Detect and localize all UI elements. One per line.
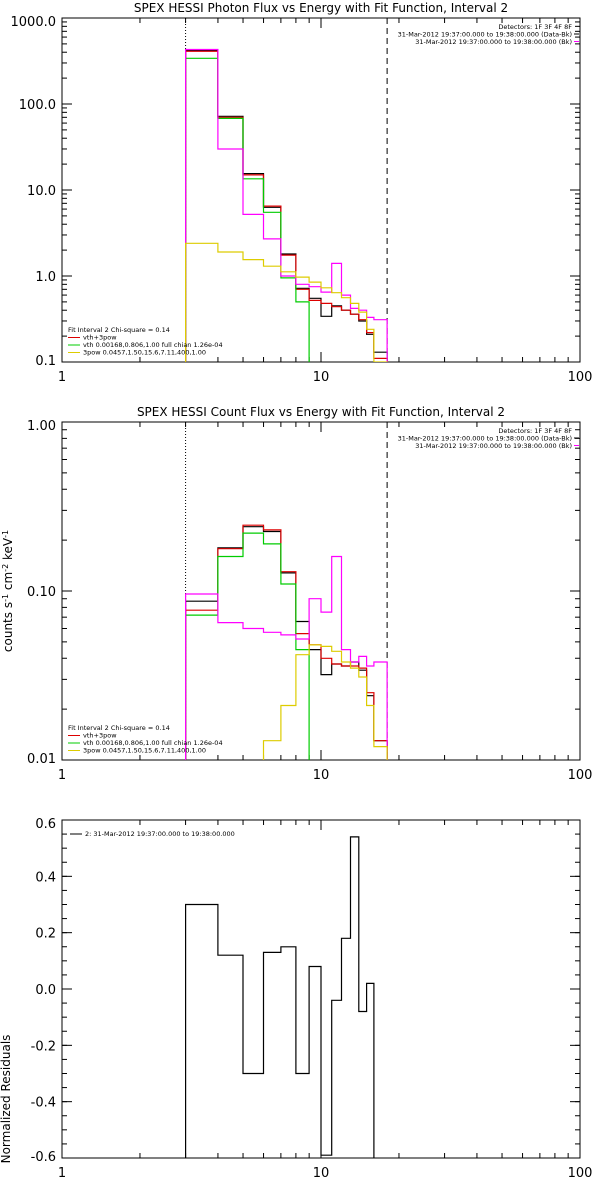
y-tick-label: 0.01 xyxy=(27,752,56,767)
legend-bottom-line: Fit Interval 2 Chi-square = 0.14 xyxy=(68,326,170,334)
chart-title: SPEX HESSI Count Flux vs Energy with Fit… xyxy=(137,405,505,419)
y-tick-label: -0.2 xyxy=(31,1039,56,1054)
x-tick-label: 1 xyxy=(58,768,66,783)
legend-bottom-line: 3pow 0.0457,1.50,15.6,7.11,400,1.00 xyxy=(83,747,206,755)
y-tick-label: 0.1 xyxy=(35,354,56,369)
y-axis-label: counts s-1 cm-2 keV-1 xyxy=(1,530,16,652)
chart-title: SPEX HESSI Photon Flux vs Energy with Fi… xyxy=(134,1,508,15)
y-tick-label: 10.0 xyxy=(27,184,56,199)
y-tick-label: 1.0 xyxy=(35,270,56,285)
legend-bottom-line: Fit Interval 2 Chi-square = 0.14 xyxy=(68,724,170,732)
legend-residual-line: 2: 31-Mar-2012 19:37:00.000 to 19:38:00.… xyxy=(85,830,235,838)
legend-bottom-line: vth+3pow xyxy=(83,732,117,740)
legend-bottom-line: vth+3pow xyxy=(83,334,117,342)
legend-bottom-line: vth 0.00168,0.806,1.00 full chian 1.26e-… xyxy=(83,739,223,747)
plot-frame xyxy=(61,421,581,761)
x-tick-label: 100 xyxy=(568,370,593,385)
legend-top-line: Detectors: 1F 3F 4F 8F xyxy=(498,23,572,31)
y-tick-label: 0.0 xyxy=(35,983,56,998)
panel-3: 1 10 100 -0.6 -0.4 -0.2 0.0 0.2 0.4 0.6 Normalized… xyxy=(0,817,592,1181)
series-2-line xyxy=(185,50,388,362)
x-tick-label: 1 xyxy=(58,1166,66,1181)
y-tick-label: 0.4 xyxy=(35,870,56,885)
y-tick-label: 0.6 xyxy=(35,817,56,832)
panel-2: SPEX HESSI Count Flux vs Energy with Fit… xyxy=(1,405,593,783)
series-1-line xyxy=(185,526,388,760)
legend-top-line: 31-Mar-2012 19:37:00.000 to 19:38:00.000… xyxy=(398,31,572,39)
x-tick-label: 100 xyxy=(568,768,593,783)
legend-top-line: 31-Mar-2012 19:37:00.000 to 19:38:00.000… xyxy=(415,442,572,450)
legend-top-line: Detectors: 1F 3F 4F 8F xyxy=(498,427,572,435)
y-tick-label: 1000.0 xyxy=(11,15,57,30)
series-1-line xyxy=(185,836,375,1158)
series-3-line xyxy=(185,57,310,362)
x-tick-label: 10 xyxy=(313,370,330,385)
y-axis-label: Normalized Residuals xyxy=(0,1035,13,1164)
y-tick-label: -0.4 xyxy=(31,1096,56,1111)
y-tick-label: 100.0 xyxy=(19,98,56,113)
series-1-line xyxy=(185,49,388,362)
y-tick-label: 0.2 xyxy=(35,927,56,942)
legend-bottom-line: vth 0.00168,0.806,1.00 full chian 1.26e-… xyxy=(83,341,223,349)
series-5-line xyxy=(185,242,388,362)
series-4-line xyxy=(185,48,388,362)
panel-1: SPEX HESSI Photon Flux vs Energy with Fi… xyxy=(11,1,593,385)
x-tick-label: 1 xyxy=(58,370,66,385)
x-tick-label: 100 xyxy=(568,1166,593,1181)
series-3-line xyxy=(185,532,310,760)
series-4-line xyxy=(185,555,388,760)
legend-top-line: 31-Mar-2012 19:37:00.000 to 19:38:00.000… xyxy=(398,435,572,443)
series-5-line xyxy=(262,644,388,760)
legend-bottom-line: 3pow 0.0457,1.50,15.6,7.11,400,1.00 xyxy=(83,349,206,357)
x-tick-label: 10 xyxy=(313,1166,330,1181)
y-tick-label: 1.00 xyxy=(27,419,56,434)
y-tick-label: 0.10 xyxy=(27,585,56,600)
x-tick-label: 10 xyxy=(313,768,330,783)
legend-top-line: 31-Mar-2012 19:37:00.000 to 19:38:00.000… xyxy=(415,38,572,46)
y-tick-label: -0.6 xyxy=(31,1150,56,1165)
